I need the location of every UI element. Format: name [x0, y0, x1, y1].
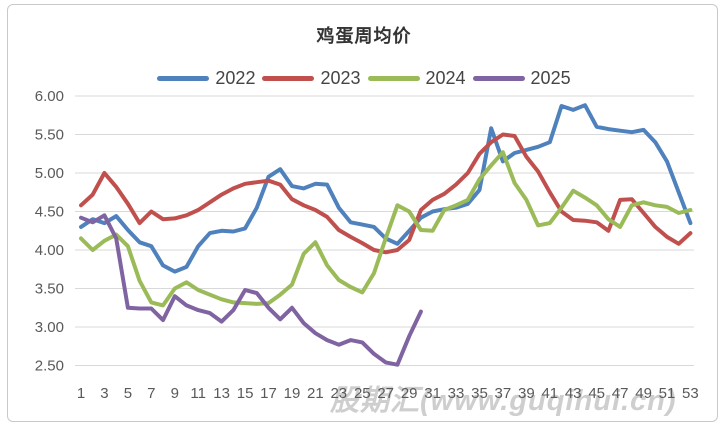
x-tick-label: 35: [471, 385, 488, 402]
x-tick-label: 39: [518, 385, 535, 402]
x-tick-label: 3: [100, 385, 108, 402]
legend-item-2024: 2024: [367, 68, 466, 89]
legend-swatch-2022: [157, 76, 210, 81]
y-tick-label: 5.50: [35, 127, 64, 144]
legend-item-2023: 2023: [262, 68, 361, 89]
x-tick-label: 51: [659, 385, 676, 402]
x-tick-label: 21: [307, 385, 324, 402]
x-tick-label: 13: [213, 385, 230, 402]
y-tick-label: 6.00: [35, 88, 64, 105]
x-tick-label: 5: [124, 385, 132, 402]
chart-frame: [7, 4, 718, 422]
x-tick-label: 25: [354, 385, 371, 402]
x-tick-label: 37: [495, 385, 512, 402]
series-line-2024: [79, 150, 693, 308]
x-tick-label: 47: [612, 385, 629, 402]
legend-swatch-2025: [472, 76, 525, 81]
series-line-2022: [79, 103, 693, 274]
y-tick-label: 3.00: [35, 319, 64, 336]
x-tick-label: 19: [284, 385, 301, 402]
x-tick-label: 41: [541, 385, 558, 402]
legend-label-2024: 2024: [425, 68, 466, 88]
x-tick-label: 11: [190, 385, 206, 402]
y-tick-label: 5.00: [35, 165, 64, 182]
legend-label-2025: 2025: [530, 68, 571, 88]
legend-item-2025: 2025: [472, 68, 571, 89]
x-tick-label: 1: [77, 385, 85, 402]
chart-legend: 2022 2023 2024 2025: [0, 68, 728, 89]
x-tick-label: 33: [448, 385, 465, 402]
legend-swatch-2023: [262, 76, 315, 81]
x-tick-label: 17: [260, 385, 277, 402]
x-tick-label: 49: [635, 385, 652, 402]
x-tick-label: 27: [377, 385, 394, 402]
y-tick-label: 4.00: [35, 242, 64, 259]
x-tick-label: 45: [588, 385, 605, 402]
x-tick-label: 29: [401, 385, 418, 402]
y-tick-label: 4.50: [35, 204, 64, 221]
x-tick-label: 7: [147, 385, 155, 402]
x-tick-label: 31: [424, 385, 441, 402]
x-tick-label: 9: [171, 385, 179, 402]
x-tick-label: 23: [330, 385, 347, 402]
legend-label-2023: 2023: [320, 68, 361, 88]
watermark: 股期汇(www.guqihui.cn): [330, 385, 677, 417]
x-tick-label: 53: [682, 385, 699, 402]
legend-label-2022: 2022: [215, 68, 256, 88]
y-tick-label: 2.50: [35, 358, 64, 375]
y-tick-label: 3.50: [35, 281, 64, 298]
x-tick-label: 43: [565, 385, 582, 402]
legend-swatch-2024: [367, 76, 420, 81]
series-line-2025: [79, 213, 423, 367]
x-tick-label: 15: [237, 385, 254, 402]
legend-item-2022: 2022: [157, 68, 255, 89]
series-line-2023: [79, 132, 693, 255]
chart-title: 鸡蛋周均价: [316, 26, 412, 46]
